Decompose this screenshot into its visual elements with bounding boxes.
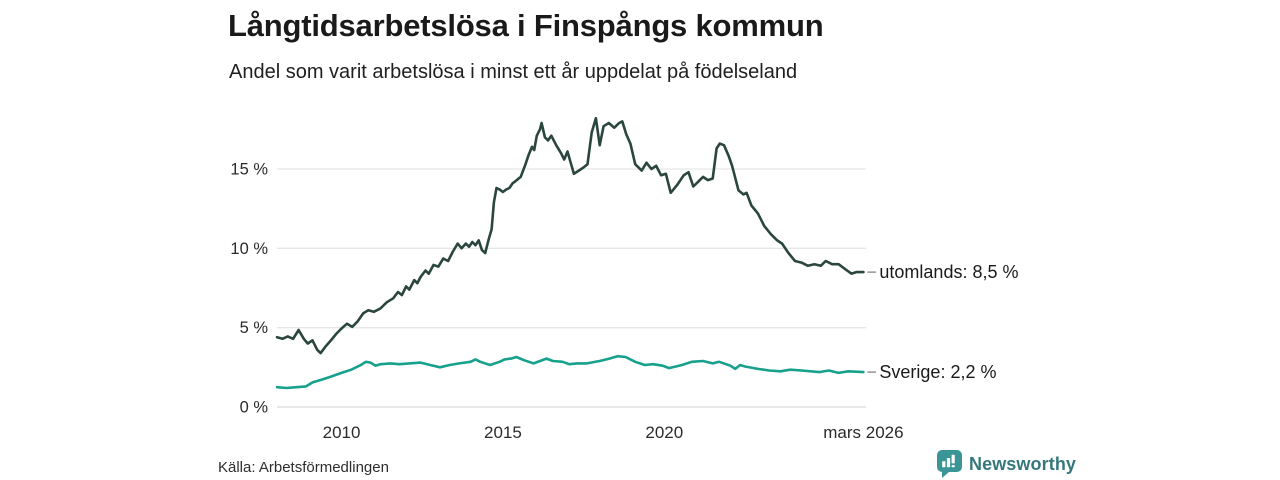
x-tick-label: 2020: [645, 423, 683, 442]
series-end-label-sverige: Sverige: 2,2 %: [879, 362, 996, 382]
chart-subtitle: Andel som varit arbetslösa i minst ett å…: [229, 61, 798, 83]
y-tick-label: 15 %: [230, 161, 268, 179]
y-tick-label: 5 %: [240, 319, 269, 337]
newsworthy-logo: Newsworthy: [937, 450, 1076, 478]
series-line-utomlands: [275, 116, 865, 355]
newsworthy-icon: [937, 450, 962, 478]
x-tick-label: 2010: [323, 423, 361, 442]
source-note: Källa: Arbetsförmedlingen: [218, 459, 389, 476]
y-tick-label: 0 %: [240, 399, 269, 417]
y-tick-label: 10 %: [230, 240, 268, 258]
chart-title: Långtidsarbetslösa i Finspångs kommun: [228, 8, 824, 43]
x-tick-label: 2015: [484, 423, 522, 442]
newsworthy-wordmark: Newsworthy: [969, 453, 1077, 474]
x-tick-label: mars 2026: [823, 423, 903, 442]
series-line-sverige: [275, 354, 865, 390]
series-end-label-utomlands: utomlands: 8,5 %: [879, 262, 1018, 282]
